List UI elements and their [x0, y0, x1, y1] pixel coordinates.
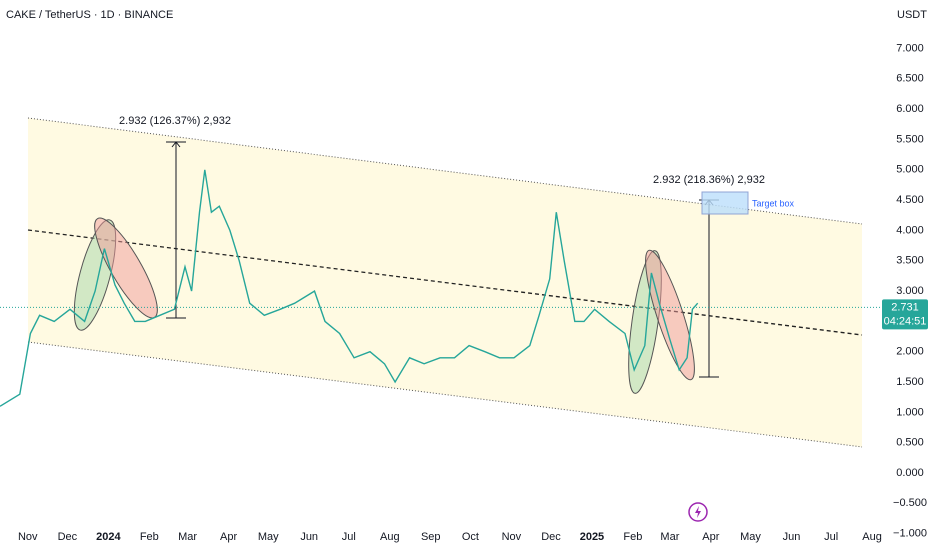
target-box [701, 191, 749, 215]
countdown-label: 04:24:51 [884, 315, 927, 327]
x-tick-label: Jul [824, 531, 838, 543]
measure-1 [166, 141, 186, 319]
x-tick-label: 2024 [96, 531, 121, 543]
last-price-box [882, 299, 928, 330]
price-line [0, 169, 699, 407]
x-tick-label: Nov [18, 531, 38, 543]
x-tick-label: Feb [140, 531, 159, 543]
y-tick-label: 4.000 [896, 224, 924, 236]
y-tick-label: 0.000 [896, 467, 924, 479]
x-tick-label: Mar [178, 531, 197, 543]
y-tick-label: −0.500 [893, 497, 927, 509]
x-tick-label: Aug [380, 531, 400, 543]
x-tick-label: Apr [220, 531, 237, 543]
channel-top [27, 117, 863, 225]
last-price-label: 2.731 [891, 301, 919, 313]
channel-bottom [27, 341, 863, 448]
x-tick-label: Mar [660, 531, 679, 543]
y-tick-label: 4.500 [896, 194, 924, 206]
y-tick-label: 6.000 [896, 103, 924, 115]
target-label: Target box [752, 198, 795, 208]
x-tick-label: Dec [58, 531, 78, 543]
y-axis-label: USDT [897, 9, 927, 21]
chart-title: CAKE / TetherUS · 1D · BINANCE [6, 9, 173, 21]
y-tick-label: 3.000 [896, 285, 924, 297]
y-tick-label: 2.000 [896, 346, 924, 358]
y-tick-label: 1.500 [896, 376, 924, 388]
x-tick-label: Oct [462, 531, 479, 543]
x-tick-label: May [258, 531, 279, 543]
x-tick-label: Feb [623, 531, 642, 543]
x-tick-label: Nov [502, 531, 522, 543]
x-tick-label: Jul [342, 531, 356, 543]
channel-mid [27, 229, 863, 336]
x-tick-label: 2025 [580, 531, 604, 543]
x-tick-label: Dec [541, 531, 561, 543]
event-icon[interactable] [688, 502, 708, 522]
y-tick-label: 5.500 [896, 133, 924, 145]
y-tick-label: 1.000 [896, 406, 924, 418]
x-tick-label: Apr [702, 531, 719, 543]
y-tick-label: 0.500 [896, 437, 924, 449]
y-tick-label: 5.000 [896, 164, 924, 176]
x-tick-label: Jun [783, 531, 801, 543]
x-tick-label: Aug [862, 531, 882, 543]
x-tick-label: Jun [300, 531, 318, 543]
y-tick-label: 3.500 [896, 255, 924, 267]
measure-label: 2.932 (126.37%) 2,932 [119, 115, 231, 127]
y-tick-label: 6.500 [896, 73, 924, 85]
measure-label: 2.932 (218.36%) 2,932 [653, 174, 765, 186]
y-tick-label: 7.000 [896, 42, 924, 54]
x-tick-label: Sep [421, 531, 441, 543]
y-tick-label: −1.000 [893, 528, 927, 540]
event-bolt [695, 506, 701, 518]
x-tick-label: May [740, 531, 761, 543]
ellipse-red [645, 249, 695, 381]
